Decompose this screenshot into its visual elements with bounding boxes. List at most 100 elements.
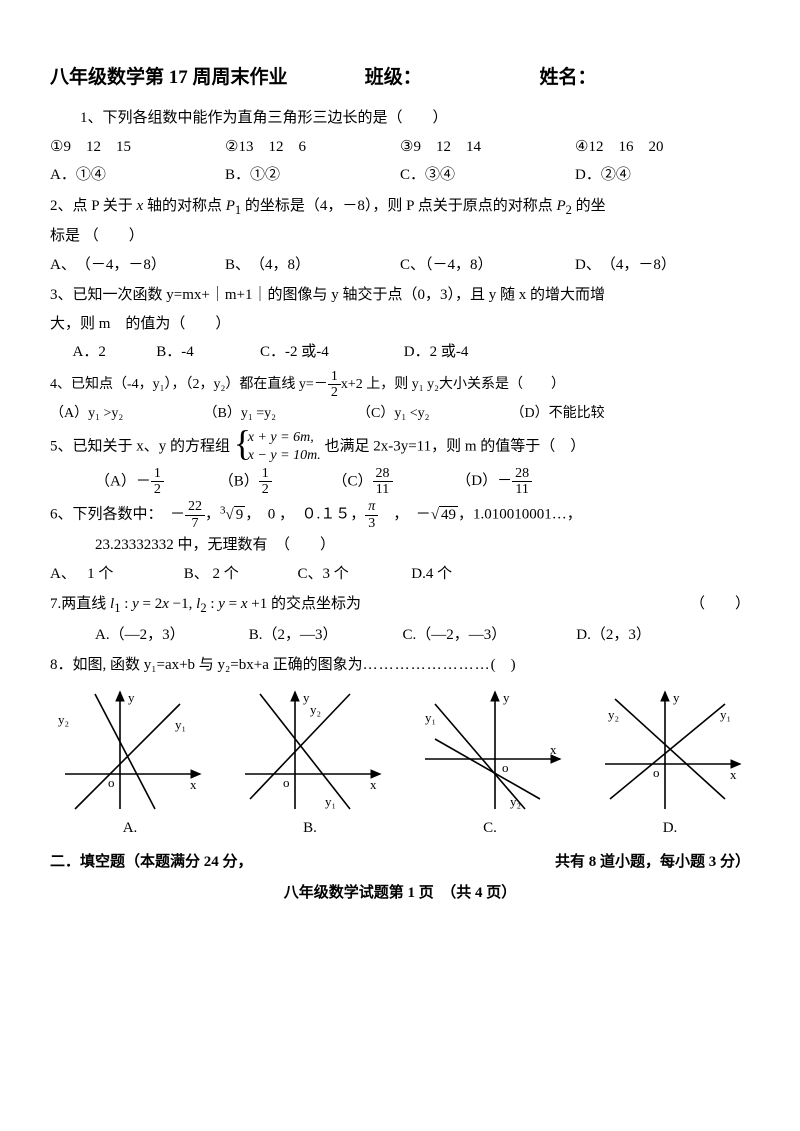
q5-stem: 5、已知关于 x、y 的方程组 x + y = 6m,x − y = 10m. … [50,429,750,465]
svg-text:o: o [283,775,290,790]
q4-t2: x+2 上，则 y₁ y₂大小关系是（ ） [341,377,565,392]
label-b: B. [230,814,390,843]
svg-text:y₁: y₁ [425,710,436,725]
q2-t2: 轴的对称点 [143,198,226,214]
q1-g3: ③9 12 14 [400,133,575,162]
sect2-b: 共有 8 道小题，每小题 3 分） [555,848,750,877]
q4-c: （C）y₁ <y₂ [357,401,507,428]
q1-c: C．③④ [400,161,575,190]
q6-t2: ， [205,507,220,523]
q1-g1: ①9 12 15 [50,133,225,162]
svg-text:y₁: y₁ [175,717,186,732]
q6-t4: ， － [378,507,431,523]
q7-t2: 的交点坐标为 [267,596,361,612]
q2-opts: A、 （－4，－8） B、 （4，8） C、（－4，8） D、 （4，－8） [50,251,750,280]
q7-a: A.（―2，3） [95,621,245,650]
q8-stem: 8．如图, 函数 y₁=ax+b 与 y₂=bx+a 正确的图象为…………………… [50,651,750,680]
q6-line2: 23.23332332 中，无理数有 （ ） [50,531,750,560]
label-c: C. [410,814,570,843]
svg-text:y₂: y₂ [58,712,69,727]
q5-b: （B）12 [219,466,329,498]
graph-a: y x o y₁ y₂ A. [50,684,210,843]
svg-text:o: o [653,765,660,780]
q2-t3: 的坐标是（4，－8），则 P 点关于原点的对称点 [241,198,556,214]
chart-a: y x o y₁ y₂ [50,684,210,814]
q4-b: （B）y₁ =y₂ [204,401,354,428]
title-name: 姓名： [540,60,597,96]
graph-b: yxo y₂y₁ B. [230,684,390,843]
q6-t5: ，1.010010001…， [458,507,582,523]
q4-stem: 4、已知点（-4，y₁），（2，y₂）都在直线 y=－12x+2 上，则 y₁ … [50,369,750,401]
q5-system: x + y = 6m,x − y = 10m. [234,429,321,465]
page-footer: 八年级数学试题第 1 页 （共 4 页） [50,879,750,908]
q1-b: B．①② [225,161,400,190]
q3-a: A．2 [73,338,153,367]
q8-dots: …………………… [363,657,491,673]
q5-a: （A）－12 [95,466,215,498]
svg-text:y₂: y₂ [310,702,321,717]
svg-text:o: o [502,760,509,775]
graph-c: yxo y₁y₂ C. [410,684,570,843]
q2-t1: 2、点 P 关于 [50,198,137,214]
svg-text:y₁: y₁ [325,794,336,809]
svg-text:y₁: y₁ [720,707,731,722]
label-a: A. [50,814,210,843]
svg-text:y: y [503,690,510,705]
q4-opts: （A）y₁ >y₂ （B）y₁ =y₂ （C）y₁ <y₂ （D）不能比较 [50,401,750,428]
svg-text:y: y [673,690,680,705]
q2-line1: 2、点 P 关于 x 轴的对称点 P1 的坐标是（4，－8），则 P 点关于原点… [50,192,750,223]
q2-c: C、（－4，8） [400,251,575,280]
q5-c: （C）2811 [333,466,453,498]
page-title: 八年级数学第 17 周周末作业 班级： 姓名： [50,60,750,96]
q3-d: D．2 或-4 [404,344,469,360]
q2-t4: 的坐 [572,198,606,214]
chart-d: yxo y₂y₁ [590,684,750,814]
q1-d: D．②④ [575,161,750,190]
q5-opts: （A）－12 （B）12 （C）2811 （D）－2811 [50,466,750,498]
graph-d: yxo y₂y₁ D. [590,684,750,843]
q7-opts: A.（―2，3） B.（2，―3） C.（―2，―3） D.（2，3） [50,621,750,650]
q5-eq1: x + y = 6m, [248,429,321,447]
title-main: 八年级数学第 17 周周末作业 [50,60,360,96]
q3-line1: 3、已知一次函数 y=mx+｜m+1｜的图像与 y 轴交于点（0，3），且 y … [50,281,750,310]
q1-row1: ①9 12 15 ②13 12 6 ③9 12 14 ④12 16 20 [50,133,750,162]
q3-b: B．-4 [156,338,256,367]
q3-c: C．-2 或-4 [260,338,400,367]
svg-text:y₂: y₂ [510,794,521,809]
q7-b: B.（2，―3） [249,621,399,650]
q8-graphs: y x o y₁ y₂ A. y x o y₂ y₁ B. y x o y₁ y₂ C. [50,684,750,843]
q6-c: C、3 个 [298,560,408,589]
sect2-a: 二．填空题（本题满分 24 分， [50,848,253,877]
chart-b: yxo y₂y₁ [230,684,390,814]
title-class: 班级： [365,60,535,96]
svg-text:x: x [730,767,737,782]
svg-text:x: x [190,777,197,792]
q3-opts: A．2 B．-4 C．-2 或-4 D．2 或-4 [50,338,750,367]
q6-t3: ， 0 ， ０.１５， [245,507,365,523]
q2-a: A、 （－4，－8） [50,251,225,280]
q7-stem: 7.两直线 l1 : y = 2x −1, l2 : y = x +1 的交点坐… [50,590,750,621]
svg-text:o: o [108,775,115,790]
chart-c: yxo y₁y₂ [410,684,570,814]
section-2-heading: 二．填空题（本题满分 24 分， 共有 8 道小题，每小题 3 分） [50,848,750,877]
q2-d: D、 （4，－8） [575,251,750,280]
q3-line2: 大，则 m 的值为（ ） [50,310,750,339]
label-d: D. [590,814,750,843]
q8-paren: ( ) [491,657,516,673]
q7-c: C.（―2，―3） [403,621,573,650]
q1-g2: ②13 12 6 [225,133,400,162]
q5-eq2: x − y = 10m. [248,447,321,465]
q6-b: B、 2 个 [184,560,294,589]
q5-d: （D）－2811 [456,473,532,489]
svg-text:y: y [128,690,135,705]
q6-a: A、 1 个 [50,560,180,589]
q6-t1: 6、下列各数中： － [50,507,185,523]
q4-t1: 4、已知点（-4，y₁），（2，y₂）都在直线 y=－ [50,377,328,392]
q6-line1: 6、下列各数中： －227，3√9， 0 ， ０.１５，π3 ， －√49，1.… [50,499,750,531]
q7-paren: （ ） [690,590,750,621]
q5-t1: 5、已知关于 x、y 的方程组 [50,439,230,455]
q8-t1: 8．如图, 函数 y₁=ax+b 与 y₂=bx+a 正确的图象为 [50,657,363,673]
q1-a: A．①④ [50,161,225,190]
q7-t1: 7.两直线 [50,596,110,612]
q2-b: B、 （4，8） [225,251,400,280]
